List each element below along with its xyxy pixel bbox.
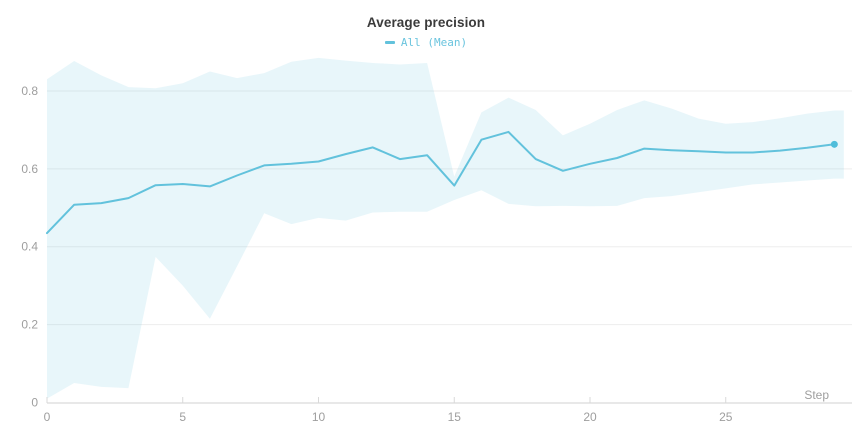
- y-tick-label: 0.2: [21, 318, 38, 332]
- x-tick-label: 0: [44, 410, 51, 424]
- x-tick-label: 15: [448, 410, 462, 424]
- x-tick-label: 5: [179, 410, 186, 424]
- legend[interactable]: All (Mean): [0, 36, 852, 49]
- end-point-marker[interactable]: [830, 140, 838, 148]
- confidence-band: [47, 57, 844, 399]
- legend-series-label: All (Mean): [400, 36, 468, 49]
- y-tick-label: 0: [31, 396, 38, 410]
- x-tick-label: 25: [719, 410, 733, 424]
- mean-line[interactable]: [46, 130, 836, 235]
- y-tick-label: 0.6: [21, 162, 38, 176]
- y-tick-label: 0.8: [21, 84, 38, 98]
- legend-line-swatch-icon: [384, 41, 395, 44]
- x-tick-label: 10: [312, 410, 326, 424]
- chart-title: Average precision: [366, 15, 486, 30]
- x-tick-label: 20: [583, 410, 597, 424]
- y-tick-label: 0.4: [21, 240, 38, 254]
- x-axis-title: Step: [804, 388, 829, 402]
